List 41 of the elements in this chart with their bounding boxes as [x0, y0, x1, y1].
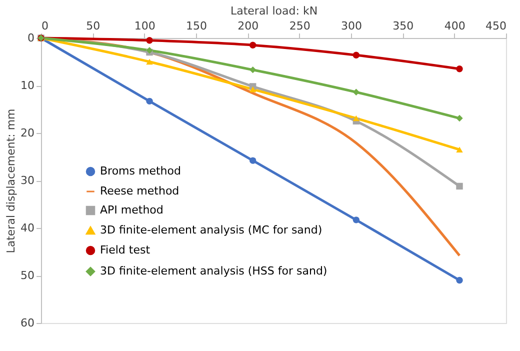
legend-label: 3D finite-element analysis (MC for sand) — [100, 224, 322, 236]
point — [249, 157, 256, 164]
point — [456, 114, 463, 122]
x-tick-label: 300 — [341, 20, 362, 32]
x-tick-label: 200 — [238, 20, 259, 32]
y-tick-label: 20 — [20, 126, 34, 140]
x-tick-label: 150 — [186, 20, 207, 32]
legend-label: Reese method — [100, 184, 180, 198]
point — [146, 58, 153, 65]
x-tick-label: 0 — [42, 20, 48, 32]
x-tick-label: 350 — [392, 20, 414, 32]
y-tick-label: 0 — [28, 32, 34, 44]
x-tick-label: 250 — [289, 20, 310, 32]
y-tick-label: 30 — [20, 174, 34, 187]
point — [249, 42, 256, 48]
x-tick-label: 100 — [134, 20, 156, 32]
point — [456, 276, 463, 284]
x-tick-label: 400 — [444, 20, 466, 32]
x-tick-label: 50 — [86, 20, 100, 32]
y-tick-label: 40 — [20, 222, 34, 234]
point — [352, 115, 360, 122]
point — [456, 182, 463, 190]
x-tick-label: 450 — [486, 20, 506, 32]
point — [146, 98, 153, 105]
y-tick-label: 50 — [20, 269, 34, 282]
point — [352, 88, 360, 96]
point — [249, 86, 256, 92]
legend-label: Broms method — [100, 164, 181, 178]
point — [456, 66, 463, 72]
point — [146, 37, 153, 44]
legend-label: 3D finite-element analysis (HSS for sand) — [100, 264, 328, 278]
y-tick-label: 60 — [20, 316, 34, 330]
legend-label: API method — [100, 204, 164, 216]
y-axis-title: Lateral displacement: mm — [4, 108, 18, 254]
point — [249, 66, 256, 74]
y-tick-label: 10 — [20, 79, 34, 92]
point — [352, 52, 360, 58]
point — [352, 216, 360, 224]
legend-label: Field test — [100, 244, 151, 256]
point — [456, 146, 463, 153]
x-axis-title: Lateral load: kN — [230, 4, 318, 18]
